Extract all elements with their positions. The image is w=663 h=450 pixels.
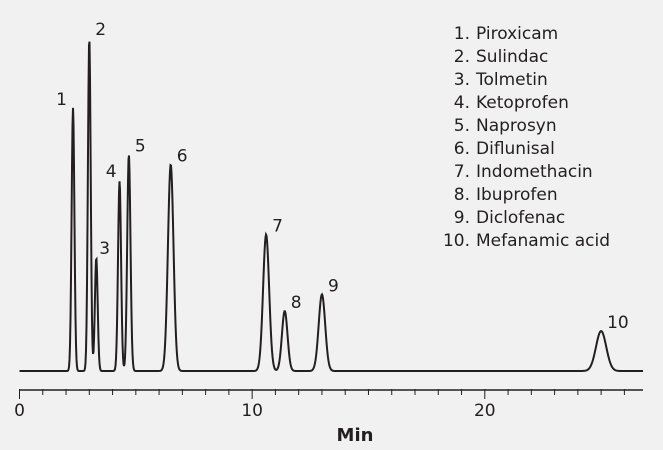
legend-item-name: Ibuprofen [476, 185, 558, 205]
peak-label: 2 [95, 20, 106, 40]
legend-item-name: Tolmetin [475, 70, 548, 90]
legend-item-name: Piroxicam [476, 24, 558, 44]
x-axis-title: Min [337, 425, 374, 446]
legend-item-number: 2. [454, 47, 470, 67]
legend-item-number: 7. [454, 162, 470, 182]
legend-item-name: Sulindac [476, 47, 548, 67]
chromatogram-trace [19, 41, 643, 372]
legend-item-number: 3. [454, 70, 470, 90]
peak-label: 7 [272, 216, 283, 236]
legend-item-name: Diflunisal [476, 139, 555, 159]
legend-item-number: 6. [454, 139, 470, 159]
legend-item-name: Mefanamic acid [476, 231, 610, 251]
legend-item-number: 10. [443, 231, 470, 251]
x-tick-label: 0 [14, 401, 25, 421]
x-axis: 0 10 20 [14, 389, 643, 421]
x-tick-label: 10 [241, 401, 263, 421]
peak-label: 1 [56, 90, 67, 110]
peak-label: 6 [177, 147, 188, 167]
legend-item-number: 1. [454, 24, 470, 44]
legend-item-name: Naprosyn [476, 116, 557, 136]
legend-item-number: 4. [454, 93, 470, 113]
peak-label: 8 [291, 293, 302, 313]
peak-labels: 1 2 3 45 6 7 8 9 10 [56, 20, 629, 333]
legend-item-name: Indomethacin [476, 162, 593, 182]
legend-item-name: Ketoprofen [476, 93, 569, 113]
peak-label: 3 [99, 239, 110, 259]
x-tick-label: 20 [474, 401, 496, 421]
peak-label: 5 [135, 137, 146, 157]
legend-item-number: 5. [454, 116, 470, 136]
peak-label: 4 [106, 162, 117, 182]
legend-item-number: 9. [454, 208, 470, 228]
legend-item-name: Diclofenac [476, 208, 565, 228]
legend-item-number: 8. [454, 185, 470, 205]
peak-label: 10 [607, 313, 629, 333]
peak-label: 9 [328, 276, 339, 296]
